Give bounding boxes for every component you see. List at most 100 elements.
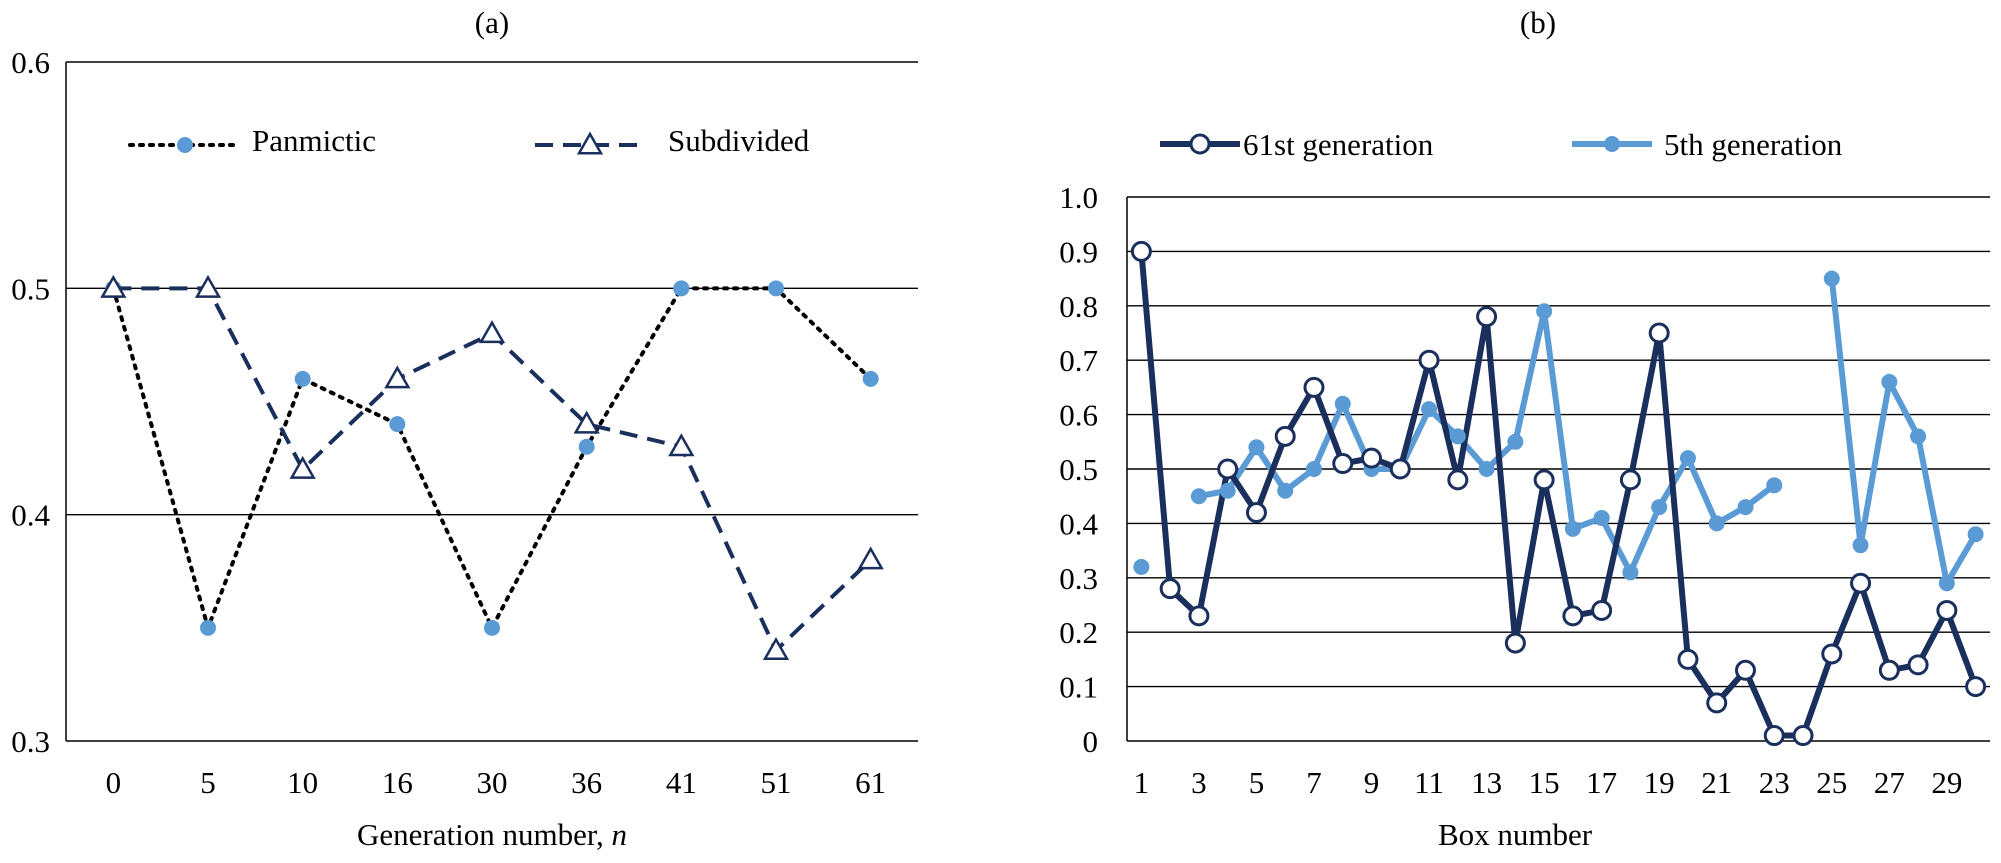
panel-a-point-0: [484, 619, 500, 636]
panel-b-point-0: [1361, 447, 1383, 469]
panel-b-point-0: [1130, 240, 1152, 262]
panel-b-point-0: [1217, 458, 1239, 480]
panel-a-x-tick-label: 61: [855, 765, 886, 800]
panel-b-x-tick-label: 29: [1931, 765, 1962, 800]
panel-b-point-0: [1734, 659, 1756, 681]
panel-b-point-1: [1679, 450, 1696, 467]
panel-b-point-0: [1504, 632, 1526, 654]
panel-b-y-tick-label: 0.1: [1059, 670, 1098, 705]
panel-a-label: (a): [475, 5, 509, 40]
panel-a-y-tick-label: 0.4: [11, 498, 50, 533]
panel-a-x-tick-label: 41: [666, 765, 697, 800]
panel-a-point-1: [668, 433, 695, 457]
panel-b-point-0: [1878, 659, 1900, 681]
panel-a-y-tick-label: 0.6: [11, 45, 50, 80]
panel-b-point-1: [1219, 482, 1236, 499]
panel-b: (b)00.10.20.30.40.50.60.70.80.91.01 3 5 7 9 1…: [1059, 5, 1990, 852]
panel-b-point-1: [1421, 401, 1438, 418]
panel-b-x-tick-label: 13: [1471, 765, 1502, 800]
panel-b-point-1: [1622, 564, 1639, 581]
panel-b-point-1: [1737, 499, 1754, 516]
panel-b-point-1: [1766, 477, 1783, 494]
panel-b-point-0: [1619, 469, 1641, 491]
panel-b-point-0: [1706, 692, 1728, 714]
panel-a-x-tick-label: 36: [571, 765, 602, 800]
panel-b-legend-marker-1: [1604, 136, 1620, 152]
panel-b-y-tick-label: 0.7: [1059, 343, 1098, 378]
panel-a-x-tick-label: 5: [200, 765, 216, 800]
panel-b-point-0: [1418, 349, 1440, 371]
panel-b-point-0: [1850, 572, 1872, 594]
panel-b-point-1: [1823, 270, 1840, 287]
panel-b-point-0: [1907, 654, 1929, 676]
panel-a-x-tick-label: 0: [106, 765, 122, 800]
panel-b-point-1: [1564, 520, 1581, 537]
panel-a-point-0: [294, 370, 311, 387]
panel-b-point-0: [1821, 643, 1843, 665]
panel-b-series-line-0: [1138, 251, 1979, 739]
panel-b-point-0: [1763, 725, 1785, 747]
panel-a: (a) 0.3 0.4 0.5 0.6 0 5 10 16 30 36 41 51 61 Generatio…: [11, 5, 918, 852]
panel-b-point-1: [1708, 515, 1725, 532]
panel-a-point-0: [768, 280, 784, 297]
panel-b-y-tick-label: 0.4: [1059, 506, 1098, 541]
panel-b-y-tick-label: 0.5: [1059, 452, 1098, 487]
panel-b-point-0: [1188, 605, 1210, 627]
panel-b-point-0: [1936, 599, 1958, 621]
panel-a-point-0: [200, 619, 216, 636]
panel-b-point-0: [1447, 469, 1469, 491]
panel-b-y-tick-label: 0.2: [1059, 615, 1098, 650]
panel-a-legend-label-0: Panmictic: [252, 123, 376, 158]
panel-b-point-1: [1248, 439, 1265, 456]
panel-a-point-1: [384, 365, 411, 389]
panel-b-x-tick-label: 19: [1644, 765, 1675, 800]
panel-a-point-0: [389, 416, 406, 433]
panel-b-point-1: [1967, 526, 1984, 543]
panel-b-point-1: [1277, 482, 1294, 499]
panel-b-point-0: [1533, 469, 1555, 491]
panel-b-x-tick-label: 3: [1191, 765, 1207, 800]
panel-b-point-1: [1852, 537, 1869, 554]
panel-a-y-tick-label: 0.3: [11, 724, 50, 759]
panel-a-legend-marker-1: [576, 131, 604, 155]
panel-b-x-tick-label: 21: [1701, 765, 1732, 800]
panel-b-point-1: [1507, 433, 1524, 450]
panel-b-point-0: [1476, 306, 1498, 328]
panel-a-point-0: [862, 370, 879, 387]
panel-b-x-tick-label: 5: [1249, 765, 1265, 800]
panel-b-legend-label-0: 61st generation: [1243, 127, 1434, 162]
panel-b-point-0: [1648, 322, 1670, 344]
panel-b-x-tick-label: 15: [1529, 765, 1560, 800]
panel-a-point-1: [478, 320, 506, 344]
panel-a-x-tick-label: 10: [287, 765, 318, 800]
panel-b-point-1: [1881, 373, 1898, 390]
panel-b-point-1: [1651, 499, 1668, 516]
panel-b-point-1: [1305, 461, 1322, 477]
panel-b-x-tick-label: 1: [1134, 765, 1150, 800]
panel-b-point-0: [1274, 425, 1296, 447]
panel-b-point-0: [1159, 578, 1181, 600]
panel-b-x-tick-label: 11: [1414, 765, 1444, 800]
panel-b-y-tick-label: 0.9: [1059, 234, 1098, 269]
panel-b-y-tick-label: 1.0: [1059, 180, 1098, 215]
panel-b-point-0: [1332, 453, 1354, 475]
panel-b-point-0: [1591, 599, 1613, 621]
panel-b-label: (b): [1520, 5, 1556, 40]
panel-b-point-1: [1536, 303, 1553, 320]
panel-a-point-1: [100, 274, 127, 298]
panel-b-point-1: [1449, 428, 1466, 445]
panel-b-x-tick-label: 9: [1364, 765, 1380, 800]
panel-b-x-tick-label: 7: [1306, 765, 1322, 800]
panel-b-point-0: [1245, 502, 1267, 524]
panel-b-y-tick-label: 0: [1083, 724, 1099, 759]
panel-b-point-1: [1133, 558, 1150, 575]
panel-b-point-1: [1938, 575, 1955, 592]
panel-a-legend-marker-0: [177, 137, 193, 153]
panel-b-x-tick-label: 25: [1816, 765, 1847, 800]
panel-b-legend-marker-0: [1189, 133, 1211, 155]
panel-a-y-tick-label: 0.5: [11, 271, 50, 306]
panel-b-point-1: [1910, 428, 1927, 445]
panel-a-x-axis-title: Generation number, n: [357, 817, 627, 852]
panel-b-y-tick-label: 0.8: [1059, 289, 1098, 324]
